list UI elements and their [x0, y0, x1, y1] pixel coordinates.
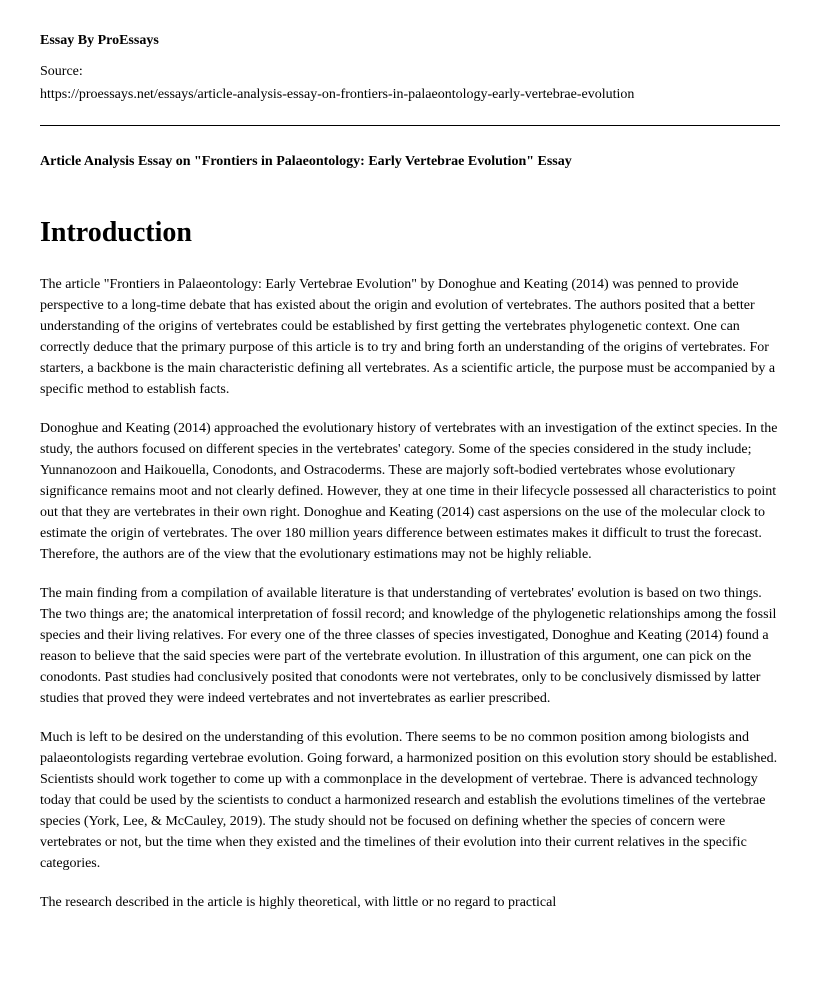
source-url: https://proessays.net/essays/article-ana…	[40, 84, 780, 105]
article-title: Article Analysis Essay on "Frontiers in …	[40, 151, 780, 172]
paragraph: Donoghue and Keating (2014) approached t…	[40, 418, 780, 565]
section-heading: Introduction	[40, 212, 780, 254]
paragraph: The main finding from a compilation of a…	[40, 583, 780, 709]
divider	[40, 125, 780, 126]
byline: Essay By ProEssays	[40, 30, 780, 51]
paragraph: The research described in the article is…	[40, 892, 780, 913]
paragraph: Much is left to be desired on the unders…	[40, 727, 780, 874]
source-label: Source:	[40, 61, 780, 82]
paragraph: The article "Frontiers in Palaeontology:…	[40, 274, 780, 400]
